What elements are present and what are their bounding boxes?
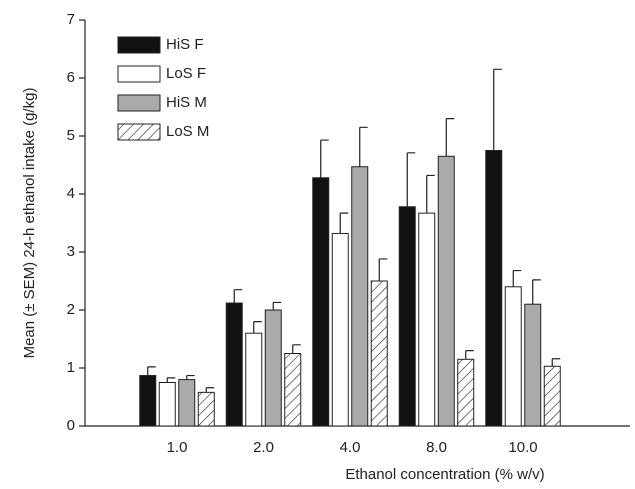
error-bar xyxy=(253,321,262,334)
y-tick-label: 1 xyxy=(67,359,75,376)
bar xyxy=(264,309,282,427)
error-bar xyxy=(320,139,329,178)
bar xyxy=(178,379,196,427)
x-tick-label: 4.0 xyxy=(340,439,361,456)
y-tick-label: 6 xyxy=(67,69,75,86)
legend-label: HiS F xyxy=(166,36,204,53)
error-bar xyxy=(551,358,561,367)
bar xyxy=(139,375,157,427)
bar xyxy=(370,280,388,427)
error-bar xyxy=(426,174,435,214)
error-bar xyxy=(359,126,368,167)
bar xyxy=(398,206,416,427)
bar xyxy=(504,286,522,427)
bar xyxy=(418,212,436,427)
legend-label: LoS M xyxy=(166,123,209,140)
error-bar xyxy=(406,152,416,207)
x-tick-label: 2.0 xyxy=(253,439,274,456)
bar xyxy=(225,302,243,427)
bar xyxy=(485,150,503,427)
y-tick-label: 7 xyxy=(67,11,75,28)
y-tick-label: 3 xyxy=(67,243,75,260)
legend-swatch xyxy=(117,94,161,112)
legend-label: HiS M xyxy=(166,94,207,111)
y-tick-label: 5 xyxy=(67,127,75,144)
error-bar xyxy=(166,377,176,383)
error-bar xyxy=(186,374,195,380)
x-tick-label: 1.0 xyxy=(167,439,188,456)
error-bar xyxy=(205,387,215,393)
x-axis-label: Ethanol concentration (% w/v) xyxy=(345,466,544,483)
bar xyxy=(331,232,349,427)
x-tick-label: 10.0 xyxy=(508,439,537,456)
y-tick-label: 0 xyxy=(67,417,75,434)
error-bar xyxy=(292,344,301,354)
error-bar xyxy=(493,68,502,151)
error-bar xyxy=(465,350,474,360)
bar xyxy=(351,166,369,427)
y-axis-label: Mean (± SEM) 24-h ethanol intake (g/kg) xyxy=(21,88,38,359)
bar xyxy=(312,177,330,427)
legend-swatch xyxy=(117,36,161,54)
error-bar xyxy=(233,289,243,304)
error-bar xyxy=(445,118,455,157)
error-bar xyxy=(339,212,349,234)
legend-swatch xyxy=(117,123,161,141)
bar xyxy=(245,332,263,427)
y-tick-label: 2 xyxy=(67,301,75,318)
error-bar xyxy=(378,258,388,281)
bar xyxy=(284,353,302,427)
error-bar xyxy=(532,279,541,305)
error-bar xyxy=(512,269,522,287)
legend-label: LoS F xyxy=(166,65,206,82)
legend-swatch xyxy=(117,65,161,83)
bar xyxy=(197,391,215,427)
bar xyxy=(524,303,542,427)
error-bar xyxy=(272,301,282,310)
bar xyxy=(158,382,176,427)
y-tick-label: 4 xyxy=(67,185,75,202)
bar xyxy=(457,358,475,427)
bar xyxy=(437,155,455,427)
x-tick-label: 8.0 xyxy=(426,439,447,456)
error-bar xyxy=(147,366,156,376)
bar xyxy=(543,365,561,427)
